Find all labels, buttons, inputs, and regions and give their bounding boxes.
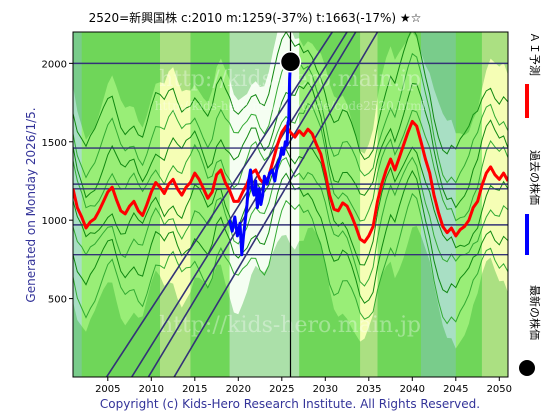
y-tick-label-500: 500 (48, 295, 67, 306)
legend-swatch-2 (519, 360, 535, 376)
x-tick-label-2040: 2040 (400, 384, 425, 395)
x-axis-ticks: 2005 2010 2015 2020 2025 2030 2035 2040 2045 2050 (95, 377, 512, 395)
upper-envelope (73, 32, 508, 154)
legend-label-1: 過去の株価 (528, 150, 542, 205)
series-past_price (228, 61, 292, 257)
highlight-band-5 (481, 32, 508, 377)
trend-line-2 (147, 32, 357, 377)
highlight-band-1 (160, 32, 191, 377)
y-axis-ticks: 500 1000 1500 2000 (42, 59, 73, 306)
x-tick-label-2025: 2025 (269, 384, 294, 395)
trend-line-0 (105, 32, 333, 377)
series (73, 61, 508, 257)
copyright-footer: Copyright (c) Kids-Hero Research Institu… (100, 397, 480, 411)
x-tick-label-2030: 2030 (313, 384, 338, 395)
highlight-band-2 (229, 32, 300, 377)
generated-caption: Generated on Monday 2026/1/5. (24, 107, 38, 302)
legend-label-2: 最新の株価 (528, 285, 542, 340)
trend-line-1 (130, 32, 348, 377)
x-tick-label-2015: 2015 (182, 384, 207, 395)
x-tick-label-2045: 2045 (443, 384, 468, 395)
latest-price-dot (279, 51, 302, 73)
x-tick-label-2035: 2035 (356, 384, 381, 395)
x-tick-label-2020: 2020 (226, 384, 251, 395)
y-tick-label-2000: 2000 (42, 59, 67, 70)
x-tick-label-2050: 2050 (487, 384, 512, 395)
plot-area: http://kids-hero.main.jp http://kids-her… (73, 32, 508, 377)
y-tick-label-1000: 1000 (42, 216, 67, 227)
x-tick-label-2005: 2005 (95, 384, 120, 395)
y-tick-label-1500: 1500 (42, 138, 67, 149)
trend-lines (105, 32, 379, 377)
plot-frame (72, 31, 509, 378)
chart-title: 2520=新興国株 c:2010 m:1259(-37%) t:1663(-17… (89, 10, 422, 25)
trend-line-3 (173, 32, 379, 377)
series-ai_forecast (73, 119, 508, 244)
x-tick-label-2010: 2010 (139, 384, 164, 395)
legend-label-0: ＡＩ予測 (528, 32, 542, 76)
